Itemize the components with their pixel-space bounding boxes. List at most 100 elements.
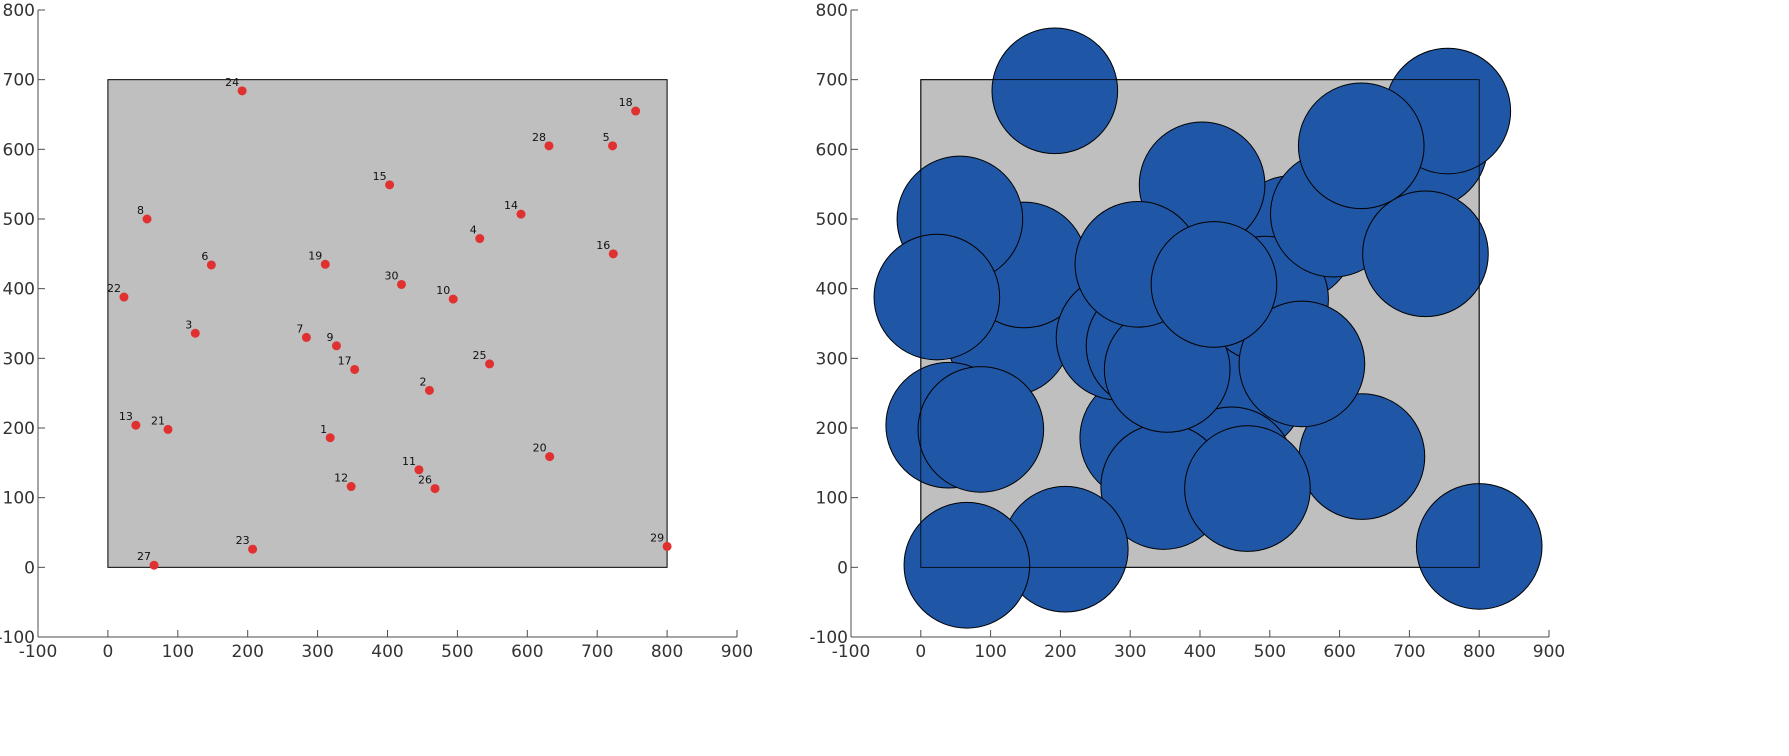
x-tick-label: 800 <box>651 642 683 662</box>
data-point-24 <box>237 86 247 96</box>
x-tick-label: 900 <box>721 642 753 662</box>
data-point-28 <box>544 141 554 151</box>
coverage-circle-22 <box>873 233 1001 361</box>
x-tick-label: 700 <box>581 642 613 662</box>
coverage-circle-26 <box>1184 425 1311 552</box>
point-label-27: 27 <box>137 550 151 563</box>
data-point-9 <box>331 341 341 351</box>
x-tick-label: 400 <box>371 642 403 662</box>
y-tick-label: 300 <box>3 349 35 369</box>
x-tick-label: 100 <box>162 642 194 662</box>
data-point-11 <box>414 465 424 475</box>
data-point-3 <box>190 328 200 338</box>
y-tick-label: 100 <box>3 489 35 509</box>
y-tick-label: 0 <box>24 558 35 578</box>
coverage-circle-28 <box>1297 82 1425 210</box>
coverage-circle-24 <box>991 27 1119 155</box>
point-label-20: 20 <box>533 442 547 455</box>
point-label-9: 9 <box>326 331 333 344</box>
point-label-7: 7 <box>296 322 303 335</box>
y-tick-label: 800 <box>816 1 848 21</box>
data-point-2 <box>424 385 434 395</box>
point-label-2: 2 <box>419 375 426 388</box>
point-label-30: 30 <box>384 269 398 282</box>
y-tick-label: -100 <box>0 628 35 648</box>
data-point-19 <box>320 259 330 269</box>
data-point-12 <box>346 482 356 492</box>
data-point-25 <box>485 359 495 369</box>
point-label-24: 24 <box>225 76 239 89</box>
point-label-8: 8 <box>137 204 144 217</box>
y-tick-label: 500 <box>816 210 848 230</box>
point-label-28: 28 <box>532 131 546 144</box>
y-tick-label: 400 <box>816 280 848 300</box>
y-tick-label: 400 <box>3 280 35 300</box>
data-point-15 <box>385 180 395 190</box>
point-label-15: 15 <box>373 170 387 183</box>
y-tick-label: 200 <box>816 419 848 439</box>
data-point-10 <box>448 294 458 304</box>
data-point-30 <box>396 279 406 289</box>
data-point-29 <box>662 541 672 551</box>
data-point-13 <box>131 420 141 430</box>
x-tick-label: 500 <box>1254 642 1286 662</box>
data-point-17 <box>350 364 360 374</box>
x-tick-label: 200 <box>231 642 263 662</box>
y-tick-label: 600 <box>816 140 848 160</box>
x-tick-label: 100 <box>974 642 1006 662</box>
x-tick-label: 400 <box>1184 642 1216 662</box>
coverage-circle-16 <box>1362 190 1489 318</box>
y-tick-label: 700 <box>3 71 35 91</box>
point-label-29: 29 <box>650 531 664 544</box>
x-tick-label: 500 <box>441 642 473 662</box>
data-point-23 <box>248 544 258 554</box>
coverage-circle-21 <box>917 366 1045 493</box>
points-panel: -100 0 100 200 300 400 500 600 700 800 900 -100 0 100… <box>0 1 753 662</box>
y-tick-label: 700 <box>816 71 848 91</box>
y-tick-label: 0 <box>837 558 848 578</box>
coverage-circle-25 <box>1238 300 1366 428</box>
point-label-3: 3 <box>185 318 192 331</box>
domain-outline <box>920 79 1480 568</box>
point-label-26: 26 <box>418 474 432 487</box>
point-label-14: 14 <box>504 199 518 212</box>
x-tick-label: 300 <box>301 642 333 662</box>
point-label-23: 23 <box>236 534 250 547</box>
point-label-19: 19 <box>308 249 322 262</box>
point-label-6: 6 <box>201 250 208 263</box>
x-tick-label: 900 <box>1533 642 1565 662</box>
y-tick-label: -100 <box>809 628 848 648</box>
data-point-5 <box>608 141 618 151</box>
data-point-18 <box>631 106 641 116</box>
y-tick-label: 100 <box>816 489 848 509</box>
data-point-6 <box>206 260 216 270</box>
y-tick-label: 800 <box>3 1 35 21</box>
y-tick-label: 200 <box>3 419 35 439</box>
point-label-13: 13 <box>119 410 133 423</box>
data-point-22 <box>119 292 129 302</box>
data-point-21 <box>163 424 173 434</box>
x-tick-label: 800 <box>1463 642 1495 662</box>
x-tick-label: -100 <box>19 642 58 662</box>
point-label-12: 12 <box>334 472 348 485</box>
x-tick-label: 700 <box>1393 642 1425 662</box>
point-label-17: 17 <box>338 354 352 367</box>
point-label-1: 1 <box>320 423 327 436</box>
x-tick-label: -100 <box>832 642 871 662</box>
point-label-22: 22 <box>107 282 121 295</box>
data-point-27 <box>149 560 159 570</box>
circles-panel: -100 0 100 200 300 400 500 600 700 800 900 -100 0 100… <box>809 1 1565 662</box>
x-tick-label: 0 <box>102 642 113 662</box>
data-point-14 <box>516 209 526 219</box>
x-tick-label: 600 <box>1323 642 1355 662</box>
data-point-7 <box>301 332 311 342</box>
y-tick-label: 600 <box>3 140 35 160</box>
point-label-5: 5 <box>603 131 610 144</box>
x-tick-label: 0 <box>915 642 926 662</box>
x-tick-label: 200 <box>1044 642 1076 662</box>
point-label-18: 18 <box>619 96 633 109</box>
point-label-10: 10 <box>436 284 450 297</box>
y-tick-label: 500 <box>3 210 35 230</box>
point-label-16: 16 <box>596 239 610 252</box>
